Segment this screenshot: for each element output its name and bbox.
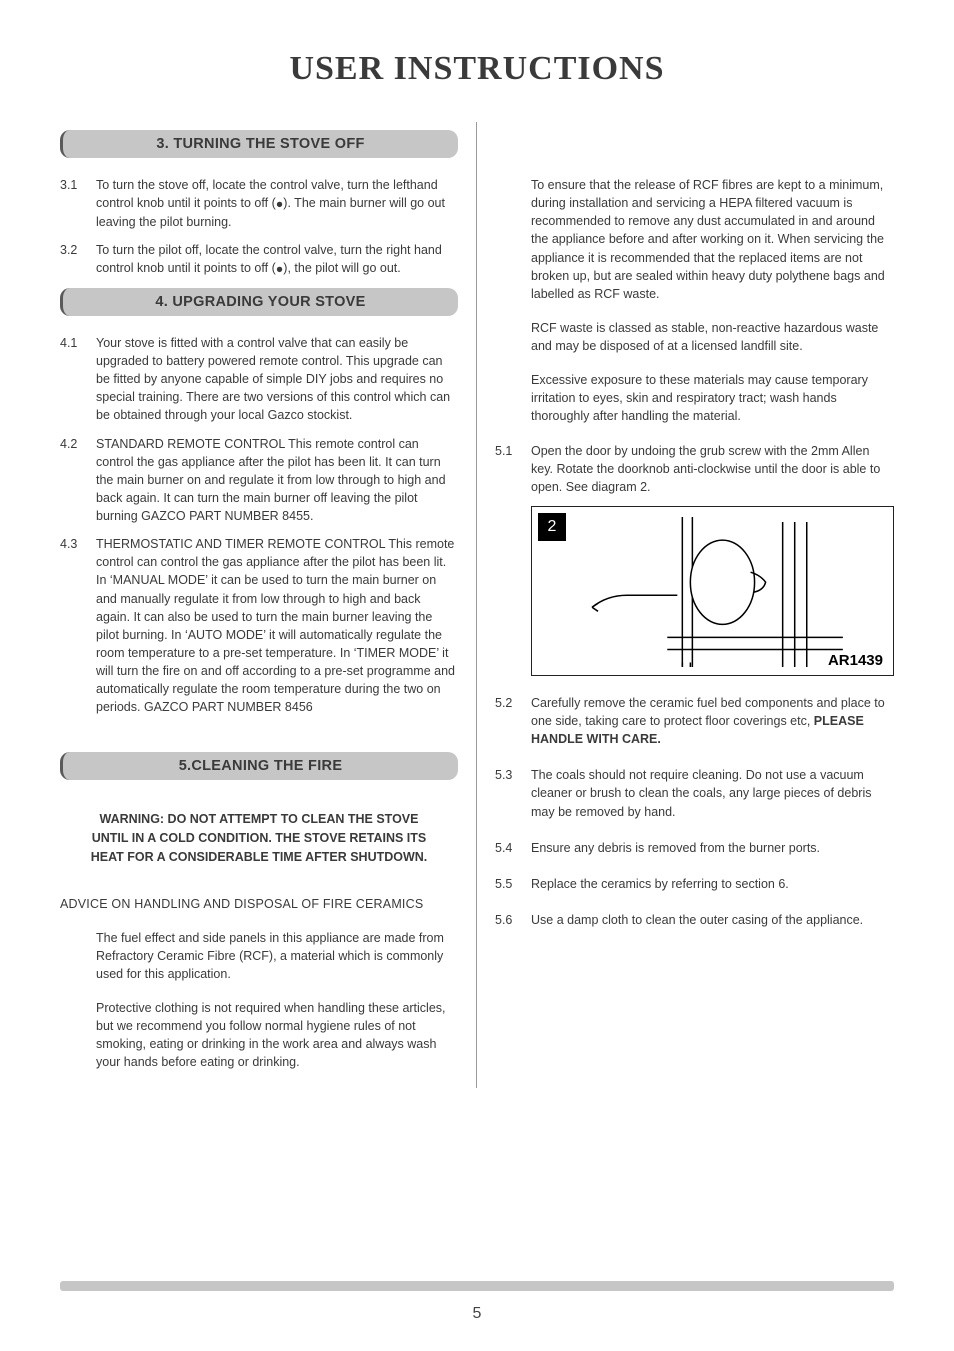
advice-para-2: Protective clothing is not required when… [96,999,458,1072]
section-3-header: 3. TURNING THE STOVE OFF [60,130,458,158]
item-body: THERMOSTATIC AND TIMER REMOTE CONTROL Th… [96,535,458,716]
text-part: ), the pilot will go out. [283,261,400,275]
item-body: The coals should not require cleaning. D… [531,766,894,820]
item-num: 4.1 [60,334,96,425]
item-num: 5.6 [495,911,531,929]
item-body: STANDARD REMOTE CONTROL This remote cont… [96,435,458,526]
item-body: Ensure any debris is removed from the bu… [531,839,894,857]
item-5-3: 5.3 The coals should not require cleanin… [495,766,894,820]
left-column: 3. TURNING THE STOVE OFF 3.1 To turn the… [60,122,477,1088]
item-body: Open the door by undoing the grub screw … [531,442,894,496]
diagram-number-badge: 2 [538,513,566,541]
item-body: Your stove is fitted with a control valv… [96,334,458,425]
item-3-1: 3.1 To turn the stove off, locate the co… [60,176,458,231]
item-5-4: 5.4 Ensure any debris is removed from th… [495,839,894,857]
item-3-2: 3.2 To turn the pilot off, locate the co… [60,241,458,278]
diagram-svg [582,517,883,668]
item-5-1: 5.1 Open the door by undoing the grub sc… [495,442,894,496]
diagram-2: 2 AR1439 [531,506,894,676]
advice-para-5: Excessive exposure to these materials ma… [531,371,894,425]
footer-bar [60,1281,894,1291]
item-body: Carefully remove the ceramic fuel bed co… [531,694,894,748]
item-body: To turn the pilot off, locate the contro… [96,241,458,278]
item-num: 3.2 [60,241,96,278]
item-num: 5.2 [495,694,531,748]
right-column: To ensure that the release of RCF fibres… [477,122,894,1088]
item-num: 4.3 [60,535,96,716]
item-5-6: 5.6 Use a damp cloth to clean the outer … [495,911,894,929]
item-num: 5.5 [495,875,531,893]
diagram-label: AR1439 [828,652,883,669]
item-5-2: 5.2 Carefully remove the ceramic fuel be… [495,694,894,748]
item-num: 5.1 [495,442,531,496]
item-5-5: 5.5 Replace the ceramics by referring to… [495,875,894,893]
item-body: Replace the ceramics by referring to sec… [531,875,894,893]
item-4-1: 4.1 Your stove is fitted with a control … [60,334,458,425]
item-4-2: 4.2 STANDARD REMOTE CONTROL This remote … [60,435,458,526]
item-num: 5.3 [495,766,531,820]
section-4-header: 4. UPGRADING YOUR STOVE [60,288,458,316]
advice-heading: ADVICE ON HANDLING AND DISPOSAL OF FIRE … [60,897,458,911]
section-5-header: 5.CLEANING THE FIRE [60,752,458,780]
advice-para-4: RCF waste is classed as stable, non-reac… [531,319,894,355]
advice-para-3: To ensure that the release of RCF fibres… [531,176,894,303]
item-4-3: 4.3 THERMOSTATIC AND TIMER REMOTE CONTRO… [60,535,458,716]
advice-para-1: The fuel effect and side panels in this … [96,929,458,983]
content-columns: 3. TURNING THE STOVE OFF 3.1 To turn the… [60,122,894,1088]
item-num: 3.1 [60,176,96,231]
item-num: 4.2 [60,435,96,526]
item-body: To turn the stove off, locate the contro… [96,176,458,231]
page-title: USER INSTRUCTIONS [60,50,894,88]
item-num: 5.4 [495,839,531,857]
page-number: 5 [0,1305,954,1323]
item-body: Use a damp cloth to clean the outer casi… [531,911,894,929]
warning-text: WARNING: DO NOT ATTEMPT TO CLEAN THE STO… [90,810,428,866]
